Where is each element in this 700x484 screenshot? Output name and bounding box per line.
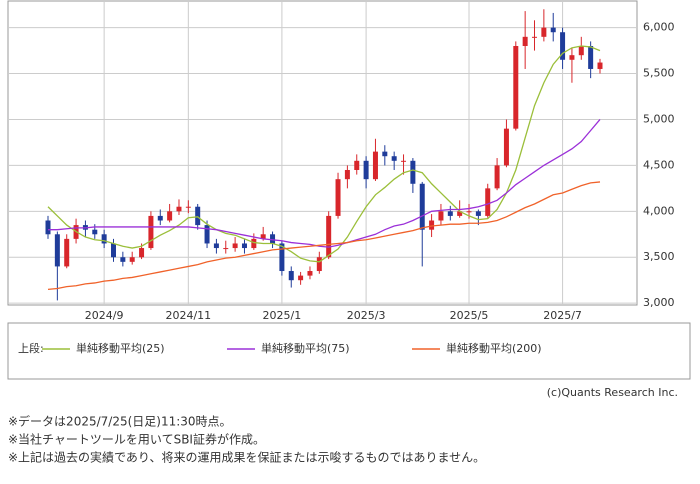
candle-body xyxy=(513,46,519,129)
plot-frame xyxy=(7,0,638,306)
x-tick-label: 2024/11 xyxy=(165,309,211,322)
candle-body xyxy=(64,238,70,267)
candle-body xyxy=(298,275,304,281)
candle-body xyxy=(213,243,219,249)
x-tick-label: 2025/3 xyxy=(347,309,386,322)
candle-body xyxy=(185,206,191,208)
note: ※上記は過去の実績であり、将来の運用成果を保証または示唆するものではありません。 xyxy=(8,450,485,465)
y-tick-label: 5,000 xyxy=(643,112,675,125)
moving-average-line xyxy=(47,181,601,291)
candle-body xyxy=(288,271,294,281)
candle-body xyxy=(410,160,416,184)
candle-body xyxy=(363,160,369,180)
candle-body xyxy=(204,225,210,244)
candle-body xyxy=(429,220,435,230)
note: ※当社チャートツールを用いてSBI証券が作成。 xyxy=(8,432,265,447)
candle-body xyxy=(541,27,547,37)
candle-body xyxy=(148,215,154,249)
y-tick-label: 3,500 xyxy=(643,250,675,263)
candle-body xyxy=(195,206,201,226)
legend-title: 上段: xyxy=(18,341,44,355)
candle-body xyxy=(597,62,603,69)
x-tick-label: 2024/9 xyxy=(85,309,124,322)
candle-body xyxy=(401,160,407,162)
candle-body xyxy=(578,46,584,56)
y-tick-label: 3,000 xyxy=(643,296,675,309)
candle-body xyxy=(466,211,472,213)
candle-body xyxy=(569,55,575,60)
candle-body xyxy=(475,211,481,216)
candle-body xyxy=(45,220,51,235)
candle-body xyxy=(419,183,425,230)
source: (c)Quants Research Inc. xyxy=(547,386,678,399)
candle-body xyxy=(532,36,538,38)
note: ※データは2025/7/25(日足)11:30時点。 xyxy=(8,414,232,429)
candle-body xyxy=(167,211,173,221)
candle-body xyxy=(157,215,163,221)
candle-body xyxy=(110,243,116,258)
candle-body xyxy=(588,46,594,69)
candle-body xyxy=(279,243,285,272)
candle-body xyxy=(372,151,378,180)
candle-body xyxy=(391,156,397,161)
candle-body xyxy=(438,211,444,221)
moving-average-line xyxy=(48,119,601,248)
candle-body xyxy=(382,151,388,157)
y-tick-label: 5,500 xyxy=(643,67,675,80)
legend-label: 単純移動平均(200) xyxy=(446,341,542,355)
candle-body xyxy=(354,160,360,170)
candle-body xyxy=(176,206,182,212)
candle-body xyxy=(120,257,126,262)
candle-body xyxy=(223,248,229,250)
candle-body xyxy=(54,234,60,267)
moving-average-line xyxy=(47,45,601,263)
y-tick-label: 4,500 xyxy=(643,158,675,171)
candle-body xyxy=(447,211,453,216)
candle-body xyxy=(344,169,350,180)
legend-label: 単純移動平均(75) xyxy=(261,341,350,355)
candle-body xyxy=(457,211,463,216)
legend-label: 単純移動平均(25) xyxy=(76,341,165,355)
candle-body xyxy=(326,215,332,258)
candle-body xyxy=(101,234,107,244)
candle-body xyxy=(260,234,266,239)
candle-body xyxy=(307,271,313,276)
candle-body xyxy=(560,32,566,60)
candle-body xyxy=(251,238,257,249)
candle-body xyxy=(522,36,528,47)
x-tick-label: 2025/7 xyxy=(543,309,582,322)
y-tick-label: 6,000 xyxy=(643,21,675,34)
candle-body xyxy=(485,188,491,216)
candle-body xyxy=(316,257,322,272)
x-tick-label: 2025/1 xyxy=(263,309,302,322)
candle-body xyxy=(232,243,238,249)
candle-body xyxy=(270,234,276,244)
candle-body xyxy=(129,257,135,262)
candle-body xyxy=(494,165,500,189)
legend-box xyxy=(7,322,691,380)
candle-body xyxy=(550,27,556,33)
candle-body xyxy=(92,229,98,235)
candle-body xyxy=(503,128,509,166)
y-tick-label: 4,000 xyxy=(643,204,675,217)
candle-body xyxy=(335,179,341,216)
candle-body xyxy=(139,248,145,258)
x-tick-label: 2025/5 xyxy=(450,309,489,322)
candle-body xyxy=(241,243,247,249)
